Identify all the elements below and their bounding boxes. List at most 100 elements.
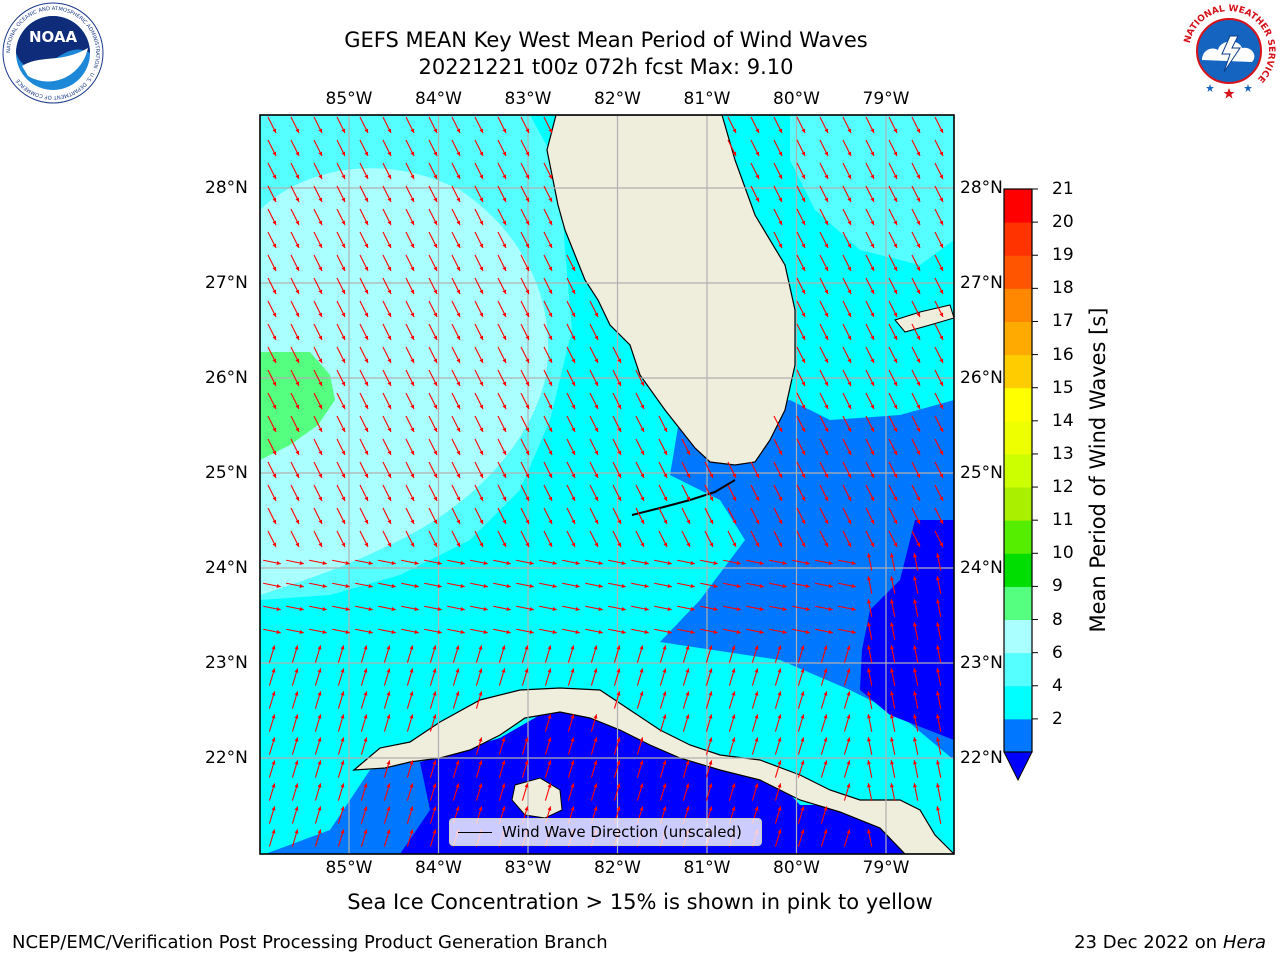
wave-direction-arrow	[405, 530, 415, 548]
wave-direction-arrow	[313, 162, 323, 180]
wave-direction-arrow	[290, 346, 300, 364]
wave-direction-arrow	[359, 392, 369, 410]
wave-direction-arrow	[589, 346, 599, 364]
wave-direction-arrow	[428, 346, 438, 364]
wave-direction-arrow	[451, 438, 461, 456]
wave-direction-arrow	[382, 369, 392, 387]
wave-direction-arrow	[497, 300, 507, 318]
wave-direction-arrow	[913, 714, 919, 732]
wave-direction-arrow	[336, 208, 346, 226]
wave-direction-arrow	[544, 760, 552, 778]
wave-direction-arrow	[867, 668, 873, 686]
lon-tick-label: 82°W	[594, 858, 641, 878]
wave-direction-arrow	[336, 116, 346, 134]
wave-direction-arrow	[774, 829, 782, 847]
wave-direction-arrow	[865, 392, 875, 410]
wave-direction-arrow	[267, 185, 277, 203]
wave-direction-arrow	[796, 231, 806, 249]
wave-direction-arrow	[451, 139, 461, 157]
wave-direction-arrow	[589, 323, 599, 341]
wave-direction-arrow	[428, 369, 438, 387]
wave-direction-arrow	[636, 645, 644, 663]
wave-direction-arrow	[585, 582, 603, 588]
wave-direction-arrow	[820, 806, 828, 824]
wave-direction-arrow	[635, 461, 645, 479]
wave-direction-arrow	[635, 484, 645, 502]
wave-direction-arrow	[751, 645, 759, 663]
wave-direction-arrow	[934, 323, 944, 341]
wave-direction-arrow	[520, 185, 530, 203]
wave-direction-arrow	[589, 369, 599, 387]
wave-direction-arrow	[309, 582, 327, 588]
wave-direction-arrow	[705, 691, 713, 709]
wave-direction-arrow	[566, 323, 576, 341]
wave-direction-arrow	[774, 737, 782, 755]
wave-direction-arrow	[705, 783, 713, 801]
wave-direction-arrow	[913, 599, 919, 617]
wave-direction-arrow	[360, 691, 368, 709]
wave-direction-arrow	[314, 806, 322, 824]
colorbar-segment	[1004, 321, 1032, 356]
lat-tick-label-right: 26°N	[960, 368, 1003, 388]
wave-direction-arrow	[360, 668, 368, 686]
wave-direction-arrow	[654, 559, 672, 565]
wave-direction-arrow	[590, 668, 598, 686]
chart-title-line1: GEFS MEAN Key West Mean Period of Wind W…	[344, 28, 868, 52]
wave-direction-arrow	[613, 783, 621, 801]
wave-direction-arrow	[815, 605, 833, 611]
wave-direction-arrow	[888, 162, 898, 180]
wave-direction-arrow	[819, 185, 829, 203]
wave-direction-arrow	[475, 760, 483, 778]
wave-direction-arrow	[290, 300, 300, 318]
wave-direction-arrow	[659, 668, 667, 686]
wave-direction-arrow	[543, 530, 553, 548]
wave-direction-arrow	[796, 323, 806, 341]
wave-direction-arrow	[819, 369, 829, 387]
wave-direction-arrow	[566, 300, 576, 318]
wave-direction-arrow	[819, 530, 829, 548]
wave-direction-arrow	[613, 645, 621, 663]
wave-direction-arrow	[773, 208, 783, 226]
wave-direction-arrow	[819, 162, 829, 180]
lat-tick-label-right: 25°N	[960, 463, 1003, 483]
wave-direction-arrow	[359, 461, 369, 479]
wave-direction-arrow	[382, 277, 392, 295]
wave-direction-arrow	[428, 139, 438, 157]
wave-direction-arrow	[428, 507, 438, 525]
wave-direction-arrow	[520, 346, 530, 364]
wave-direction-arrow	[493, 628, 511, 634]
wave-direction-arrow	[723, 582, 741, 588]
wave-direction-arrow	[934, 507, 944, 525]
wave-direction-arrow	[337, 714, 345, 732]
wave-direction-arrow	[746, 605, 764, 611]
wave-direction-arrow	[268, 691, 276, 709]
wave-direction-arrow	[911, 277, 921, 295]
wave-direction-arrow	[677, 582, 695, 588]
wave-direction-arrow	[750, 162, 760, 180]
wave-direction-arrow	[406, 691, 414, 709]
wave-direction-arrow	[447, 628, 465, 634]
wave-direction-arrow	[589, 507, 599, 525]
wave-direction-arrow	[888, 507, 898, 525]
colorbar-segment	[1004, 619, 1032, 654]
wave-direction-arrow	[728, 691, 736, 709]
wave-direction-arrow	[290, 254, 300, 272]
colorbar-tick-label: 18	[1052, 278, 1074, 299]
wave-direction-arrow	[313, 323, 323, 341]
wave-direction-arrow	[566, 415, 576, 433]
wave-direction-arrow	[383, 668, 391, 686]
wave-direction-arrow	[424, 582, 442, 588]
wave-direction-arrow	[792, 582, 810, 588]
lon-tick-label: 80°W	[773, 858, 820, 878]
wave-direction-arrow	[429, 783, 437, 801]
wave-direction-arrow	[751, 714, 759, 732]
colorbar-tick-label: 2	[1052, 708, 1063, 729]
wave-direction-arrow	[267, 231, 277, 249]
wave-direction-arrow	[819, 300, 829, 318]
colorbar-segment	[1004, 718, 1032, 753]
wave-direction-arrow	[773, 484, 783, 502]
lat-tick-label-left: 24°N	[205, 558, 248, 578]
wave-direction-arrow	[313, 484, 323, 502]
wave-direction-arrow	[497, 438, 507, 456]
wave-direction-arrow	[842, 300, 852, 318]
